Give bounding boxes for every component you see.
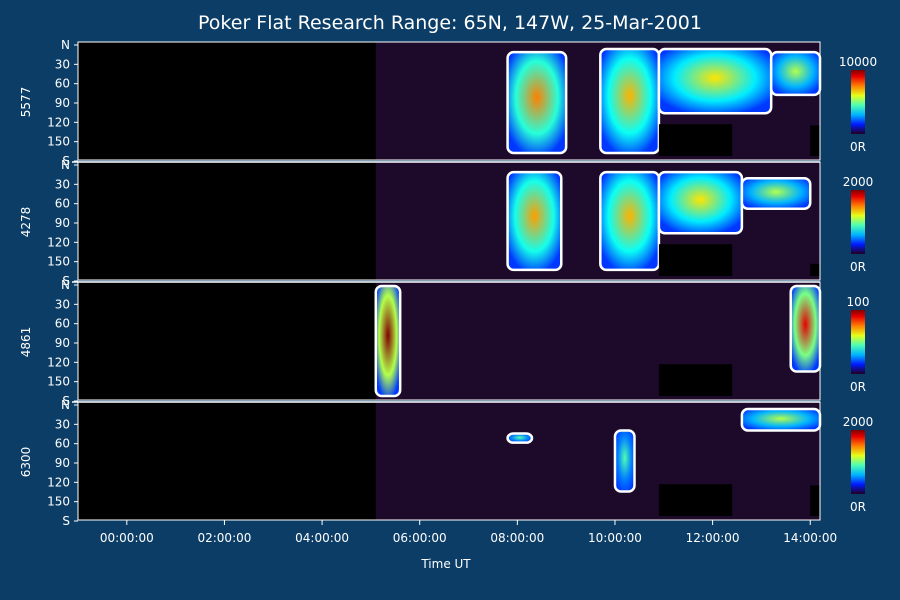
colorbar-min-label: 0R — [850, 380, 866, 394]
x-tick-label: 06:00:00 — [393, 531, 447, 545]
y-tick-label: 150 — [47, 375, 70, 389]
y-tick-label: 120 — [47, 235, 70, 249]
colorbar-4278 — [851, 190, 865, 254]
y-tick-label: 30 — [55, 297, 70, 311]
y-tick-label: 90 — [55, 336, 70, 350]
y-tick-label: 90 — [55, 216, 70, 230]
colorbar-min-label: 0R — [850, 260, 866, 274]
y-tick-label: S — [62, 514, 70, 528]
y-tick-label: N — [61, 278, 70, 292]
y-tick-label: 30 — [55, 177, 70, 191]
y-tick-label: N — [61, 38, 70, 52]
no-data-box-5577-1 — [810, 125, 820, 156]
x-tick-label: 02:00:00 — [197, 531, 251, 545]
emission-region-5577-0 — [506, 50, 568, 155]
x-tick-label: 08:00:00 — [490, 531, 544, 545]
no-data-box-4278-0 — [658, 244, 733, 276]
emission-region-4861-1 — [789, 284, 822, 373]
x-tick-label: 10:00:00 — [588, 531, 642, 545]
x-tick-label: 12:00:00 — [686, 531, 740, 545]
y-tick-label: 60 — [55, 317, 70, 331]
colorbar-max-label: 2000 — [843, 175, 874, 189]
emission-region-4278-1 — [599, 170, 661, 272]
panels-group: N 30 60 90 120 150 S 5577 10000 0R N 30 60 90 120 150 S 4… — [19, 38, 877, 545]
emission-region-5577-3 — [769, 50, 822, 97]
y-tick-label: 150 — [47, 255, 70, 269]
x-axis-label: Time UT — [420, 557, 471, 571]
y-tick-label: 120 — [47, 355, 70, 369]
y-tick-label: 30 — [55, 417, 70, 431]
panel-label-4278: 4278 — [19, 207, 33, 238]
emission-region-4861-0 — [374, 284, 402, 398]
colorbar-min-label: 0R — [850, 140, 866, 154]
emission-region-6300-2 — [740, 407, 822, 432]
no-data-box-6300-1 — [810, 485, 820, 516]
colorbar-max-label: 2000 — [843, 415, 874, 429]
colorbar-6300 — [851, 430, 865, 494]
emission-region-6300-0 — [506, 432, 534, 444]
y-tick-label: 60 — [55, 437, 70, 451]
x-tick-label: 00:00:00 — [100, 531, 154, 545]
colorbar-5577 — [851, 70, 865, 134]
chart-title: Poker Flat Research Range: 65N, 147W, 25… — [198, 12, 702, 34]
y-tick-label: 90 — [55, 96, 70, 110]
y-tick-label: S — [62, 274, 70, 288]
emission-region-6300-1 — [613, 429, 636, 493]
y-tick-label: 150 — [47, 495, 70, 509]
no-data-box-6300-0 — [658, 484, 733, 516]
colorbar-min-label: 0R — [850, 500, 866, 514]
panel-label-4861: 4861 — [19, 327, 33, 358]
y-tick-label: N — [61, 398, 70, 412]
y-tick-label: 60 — [55, 77, 70, 91]
y-tick-label: 60 — [55, 197, 70, 211]
colorbar-max-label: 100 — [847, 295, 870, 309]
x-tick-label: 04:00:00 — [295, 531, 349, 545]
panel-label-5577: 5577 — [19, 87, 33, 118]
y-tick-label: 150 — [47, 135, 70, 149]
y-tick-label: N — [61, 158, 70, 172]
colorbar-max-label: 10000 — [839, 55, 877, 69]
y-tick-label: 120 — [47, 475, 70, 489]
no-data-box-4861-0 — [658, 364, 733, 396]
y-tick-label: S — [62, 154, 70, 168]
no-data-box-5577-0 — [658, 124, 733, 156]
panel-frame-5577 — [77, 41, 821, 161]
emission-region-4278-0 — [506, 170, 563, 272]
emission-region-4278-2 — [657, 170, 744, 235]
y-tick-label: S — [62, 394, 70, 408]
emission-region-4278-3 — [740, 176, 812, 211]
panel-data-region-4861 — [375, 282, 820, 400]
emission-region-5577-1 — [599, 47, 661, 155]
y-tick-label: 90 — [55, 456, 70, 470]
y-tick-label: 120 — [47, 115, 70, 129]
colorbar-4861 — [851, 310, 865, 374]
no-data-box-4278-1 — [810, 263, 820, 276]
panel-label-6300: 6300 — [19, 447, 33, 478]
x-tick-label: 14:00:00 — [783, 531, 837, 545]
y-tick-label: 30 — [55, 57, 70, 71]
emission-region-5577-2 — [657, 47, 773, 115]
